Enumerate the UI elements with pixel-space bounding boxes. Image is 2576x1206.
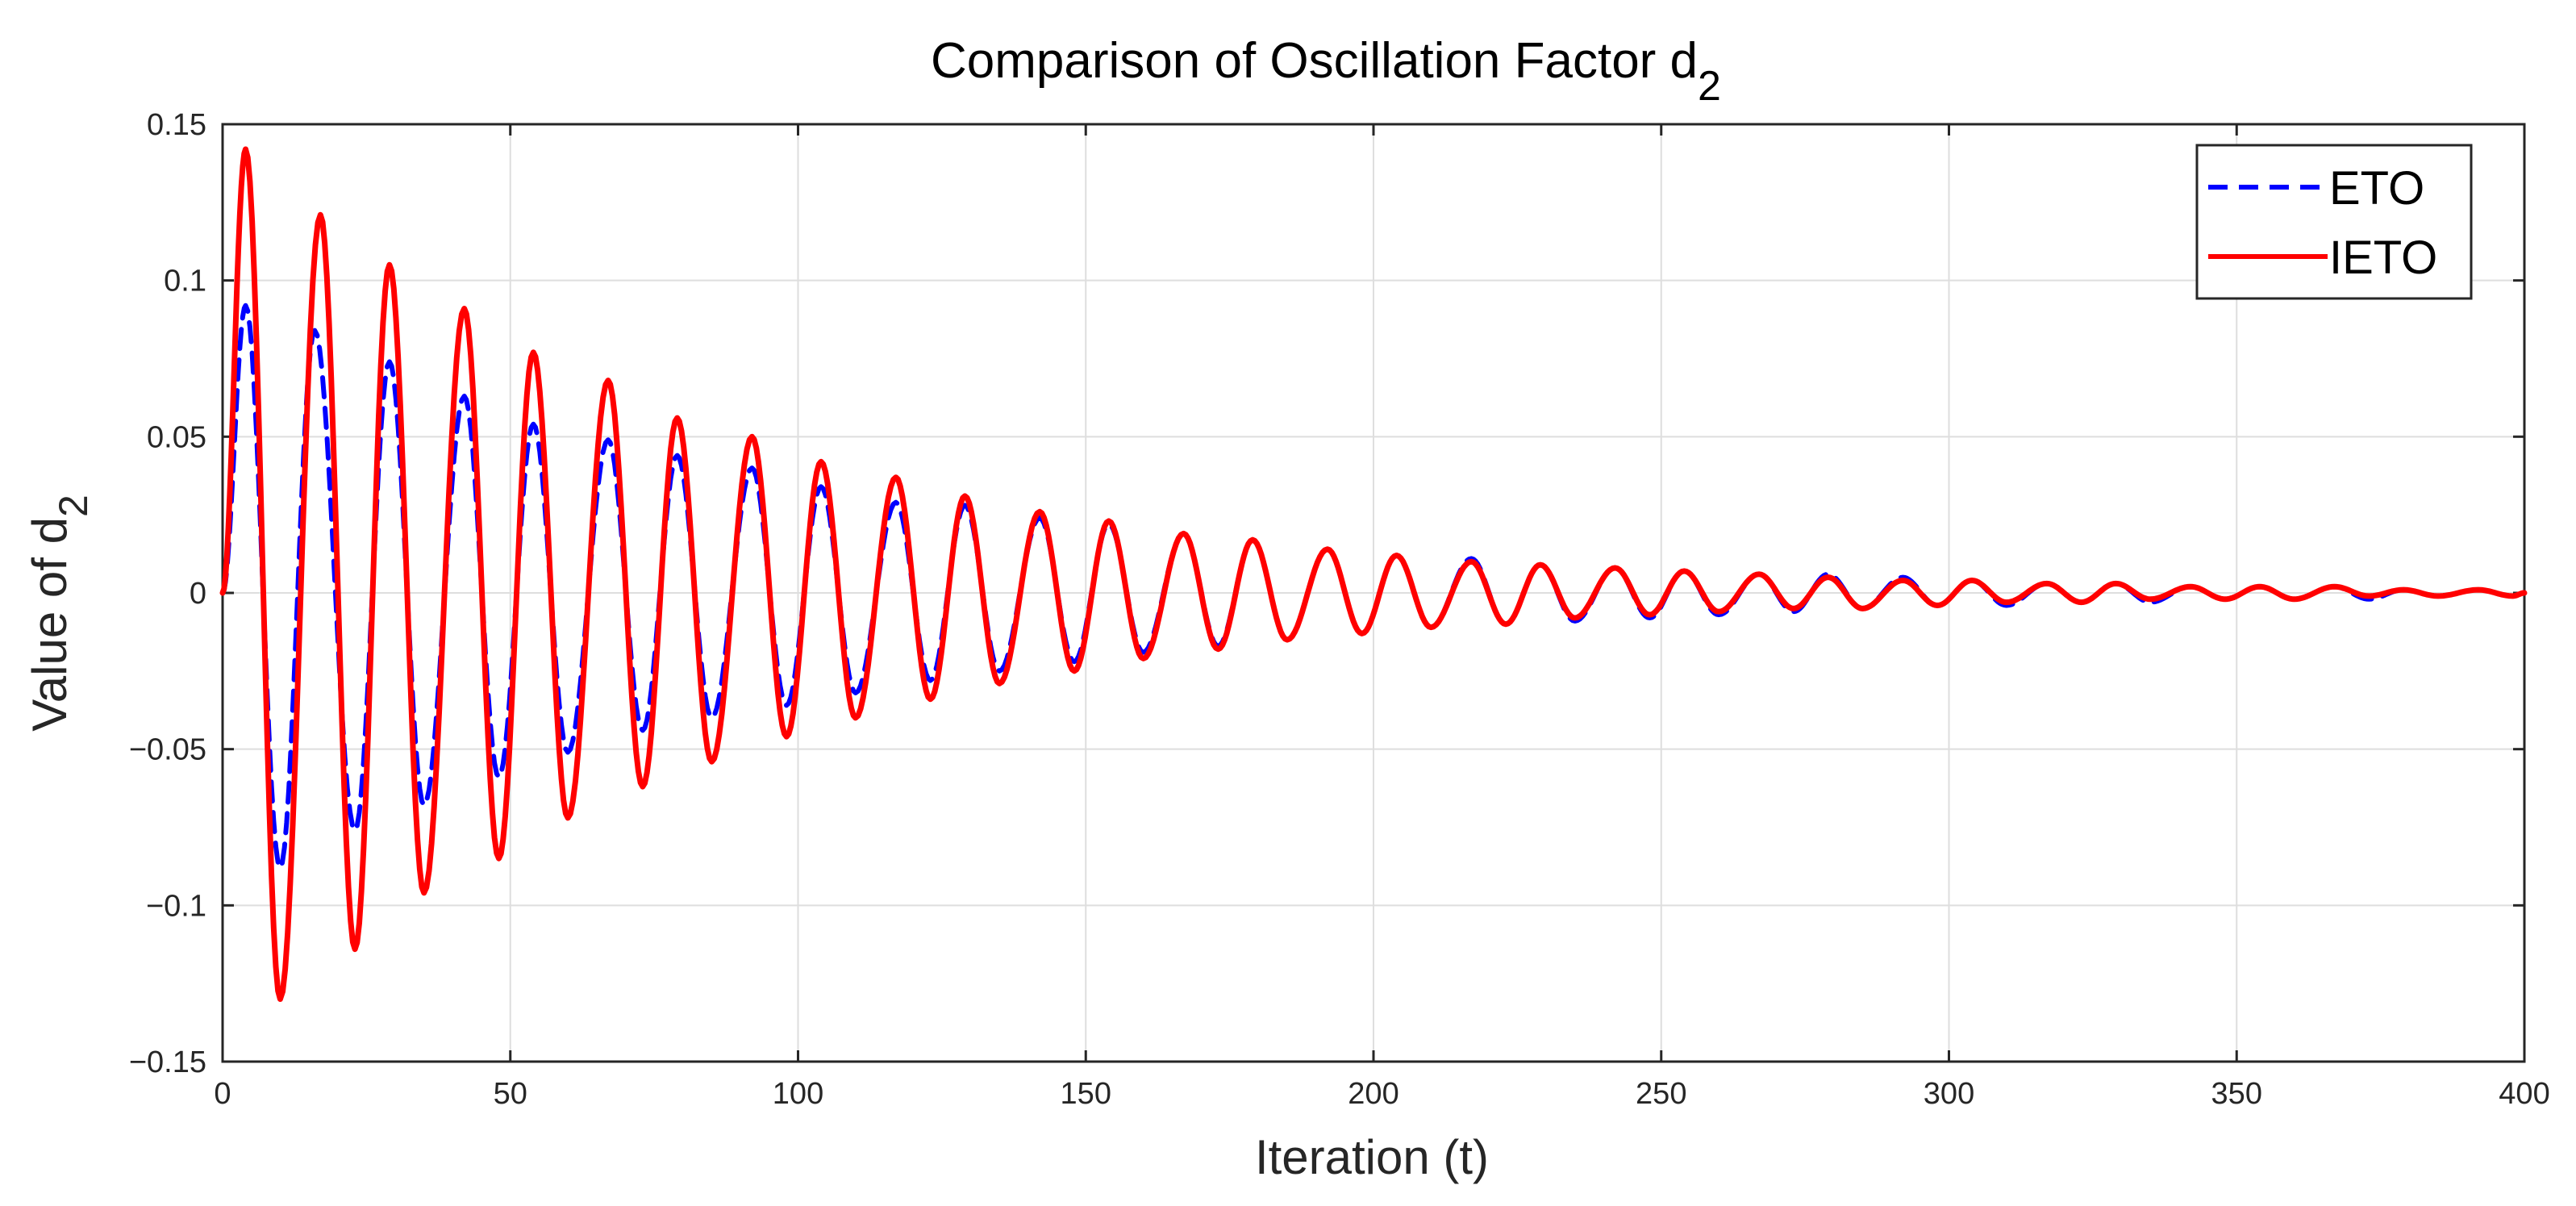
y-tick-label: −0.1 [146,889,206,923]
chart-title: Comparison of Oscillation Factor d2 [931,33,1721,110]
x-tick-label: 150 [1061,1077,1111,1111]
y-axis-label: Value of d2 [23,495,96,732]
x-tick-label: 300 [1924,1077,1974,1111]
legend-label-eto: ETO [2329,162,2424,215]
chart-title-main: Comparison of Oscillation Factor d [931,33,1698,89]
legend: ETO IETO [2195,144,2473,300]
y-tick-label: 0.15 [147,108,206,142]
y-tick-label: −0.15 [129,1045,206,1079]
series-line-ieto [219,146,2528,1002]
x-axis-label: Iteration (t) [1255,1130,1489,1184]
x-tick-label: 250 [1636,1077,1686,1111]
y-axis-label-subscript: 2 [51,495,96,517]
y-tick-label: −0.05 [129,733,206,767]
y-tick-label: 0 [190,577,206,611]
y-tick-label: 0.05 [147,420,206,454]
axis-ticks: 0 50 100 150 200 250 300 350 400 −0.15 −0.1 −0.05 0 0… [129,108,2550,1111]
x-tick-label: 350 [2211,1077,2262,1111]
y-tick-label: 0.1 [164,265,206,298]
x-tick-label: 100 [773,1077,823,1111]
legend-box [2195,144,2473,300]
x-tick-label: 200 [1348,1077,1398,1111]
x-tick-label: 50 [494,1077,527,1111]
x-tick-label: 400 [2499,1077,2549,1111]
legend-label-ieto: IETO [2329,232,2437,284]
y-axis-label-main: Value of d [23,517,77,732]
chart-title-subscript: 2 [1698,63,1721,110]
series-layer [219,146,2528,1002]
x-tick-label: 0 [214,1077,231,1111]
